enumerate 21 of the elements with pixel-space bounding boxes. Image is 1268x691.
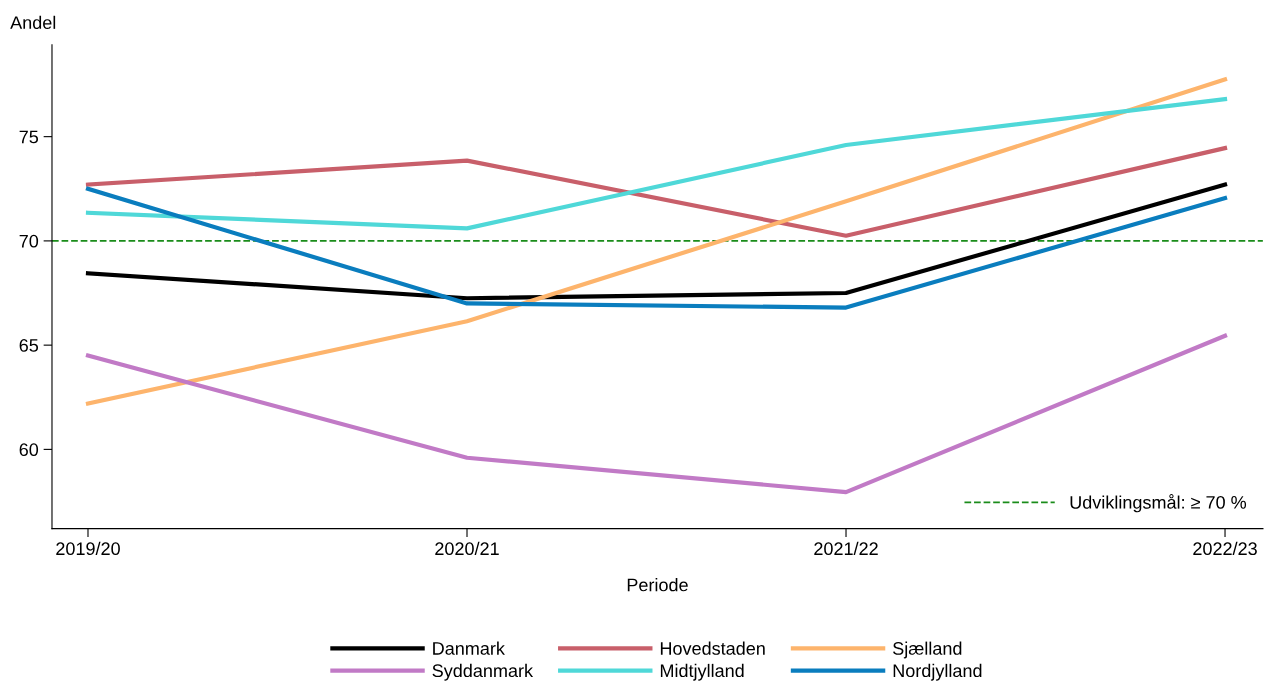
y-tick-label: 70 (19, 234, 39, 248)
legend-label: Hovedstaden (660, 641, 765, 655)
y-axis-title: Andel (10, 15, 56, 30)
x-tick-label: 2022/23 (1193, 541, 1257, 556)
line-series (85, 333, 1228, 495)
x-tick-label: 2020/21 (435, 541, 499, 556)
y-tick-label: 60 (19, 443, 39, 457)
y-tick-label: 65 (19, 339, 39, 352)
legend-label: Sjælland (893, 641, 962, 659)
legend-label: Nordjylland (893, 663, 982, 681)
line-series (85, 77, 1228, 406)
line-series (85, 97, 1228, 231)
y-tick-label: 75 (19, 130, 39, 144)
line-series (85, 146, 1228, 238)
x-tick-label: 2019/20 (56, 541, 120, 556)
legend-label: Udviklingsmål: ≥ 70 % (1070, 494, 1247, 513)
x-axis-title: Periode (627, 578, 688, 592)
legend-label: Syddanmark (432, 663, 534, 681)
legend-label: Danmark (433, 641, 505, 655)
x-tick-label: 2021/22 (814, 541, 878, 556)
legend-label: Midtjylland (660, 663, 744, 681)
